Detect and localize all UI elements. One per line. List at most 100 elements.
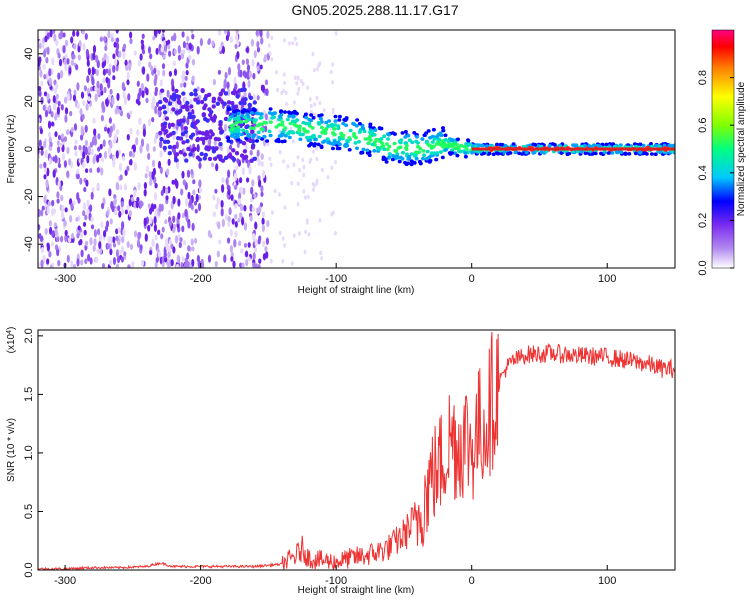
noise-blob xyxy=(163,44,168,52)
snr-x-ticks: -300 -200 -100 0 100 xyxy=(54,565,616,587)
noise-blob xyxy=(161,226,165,233)
cluster-blob xyxy=(204,130,210,135)
signal-blob xyxy=(393,149,398,153)
signal-blob xyxy=(536,144,541,148)
noise-blob xyxy=(86,199,90,207)
signal-blob xyxy=(633,151,638,156)
noise-blob-faint xyxy=(322,108,326,113)
noise-blob xyxy=(129,38,133,45)
noise-blob xyxy=(100,167,104,176)
noise-blob xyxy=(117,205,121,212)
noise-blob xyxy=(187,245,191,252)
noise-blob xyxy=(38,208,41,218)
noise-blob xyxy=(100,157,105,163)
noise-blob xyxy=(245,250,249,258)
noise-blob xyxy=(82,150,86,160)
spectrogram-y-tick-label: -40 xyxy=(23,236,35,252)
cluster-blob xyxy=(178,118,184,123)
noise-blob xyxy=(188,42,192,50)
noise-blob xyxy=(114,207,118,215)
signal-blob xyxy=(495,142,499,147)
cluster-blob xyxy=(188,152,193,157)
signal-blob xyxy=(329,123,334,128)
noise-blob xyxy=(46,258,50,265)
noise-blob xyxy=(69,214,73,223)
cluster-blob xyxy=(176,110,182,115)
noise-blob xyxy=(260,37,264,45)
noise-blob xyxy=(214,188,218,194)
cluster-blob xyxy=(167,101,173,106)
signal-blob xyxy=(403,135,408,139)
noise-blob xyxy=(108,188,112,197)
noise-blob xyxy=(64,107,69,115)
noise-blob xyxy=(148,171,152,178)
cluster-blob xyxy=(184,104,189,109)
noise-blob xyxy=(167,44,171,50)
noise-blob xyxy=(155,47,159,55)
noise-blob xyxy=(191,222,195,231)
spectrogram-y-tick-label: -20 xyxy=(23,189,35,205)
noise-blob-faint xyxy=(292,139,295,144)
noise-blob xyxy=(216,250,220,258)
noise-blob xyxy=(52,95,56,104)
noise-blob xyxy=(184,208,188,218)
noise-blob-faint xyxy=(280,90,284,96)
signal-blob xyxy=(236,117,241,122)
signal-blob xyxy=(305,135,309,140)
noise-blob xyxy=(82,221,87,227)
noise-blob xyxy=(149,53,153,60)
noise-blob xyxy=(151,116,155,123)
noise-blob xyxy=(80,259,84,266)
noise-blob xyxy=(199,38,203,47)
noise-blob xyxy=(63,58,67,65)
signal-blob xyxy=(308,142,313,146)
cluster-blob xyxy=(218,122,223,127)
noise-blob xyxy=(168,246,172,253)
noise-blob xyxy=(153,223,157,232)
noise-blob xyxy=(84,214,88,221)
noise-blob xyxy=(73,43,77,50)
signal-blob xyxy=(310,126,315,130)
noise-blob xyxy=(197,203,202,212)
noise-blob xyxy=(250,38,254,47)
cluster-blob xyxy=(160,88,165,93)
noise-blob xyxy=(102,139,106,147)
noise-blob xyxy=(111,205,115,213)
noise-blob xyxy=(248,165,252,175)
spectrogram-x-tick-label: -100 xyxy=(325,273,347,285)
signal-blob xyxy=(441,145,446,149)
noise-blob xyxy=(67,237,72,243)
cluster-blob xyxy=(209,116,214,121)
noise-blob xyxy=(95,54,99,63)
cluster-blob xyxy=(200,88,205,93)
cluster-blob xyxy=(166,133,171,139)
cluster-blob xyxy=(250,129,255,134)
noise-blob xyxy=(212,194,216,201)
noise-blob xyxy=(138,231,142,239)
signal-blob xyxy=(283,126,288,130)
noise-blob xyxy=(164,219,168,225)
signal-blob xyxy=(320,130,325,135)
noise-blob-faint xyxy=(304,229,307,234)
noise-blob xyxy=(85,179,89,187)
noise-blob xyxy=(141,49,146,55)
noise-blob xyxy=(240,203,244,212)
noise-blob xyxy=(173,32,177,42)
noise-blob xyxy=(265,237,269,245)
noise-blob xyxy=(212,211,216,218)
cluster-blob xyxy=(212,114,218,120)
signal-blob xyxy=(239,132,244,137)
noise-blob xyxy=(255,30,259,36)
signal-blob xyxy=(307,117,312,122)
signal-blob xyxy=(658,150,663,155)
signal-blob xyxy=(641,143,646,148)
noise-blob xyxy=(233,76,237,86)
noise-blob xyxy=(162,116,166,124)
noise-blob xyxy=(48,251,52,258)
noise-blob xyxy=(227,215,231,222)
noise-blob xyxy=(139,144,143,154)
noise-blob xyxy=(87,67,91,76)
cluster-blob xyxy=(247,102,253,108)
noise-blob xyxy=(51,230,55,238)
signal-blob xyxy=(653,152,658,156)
